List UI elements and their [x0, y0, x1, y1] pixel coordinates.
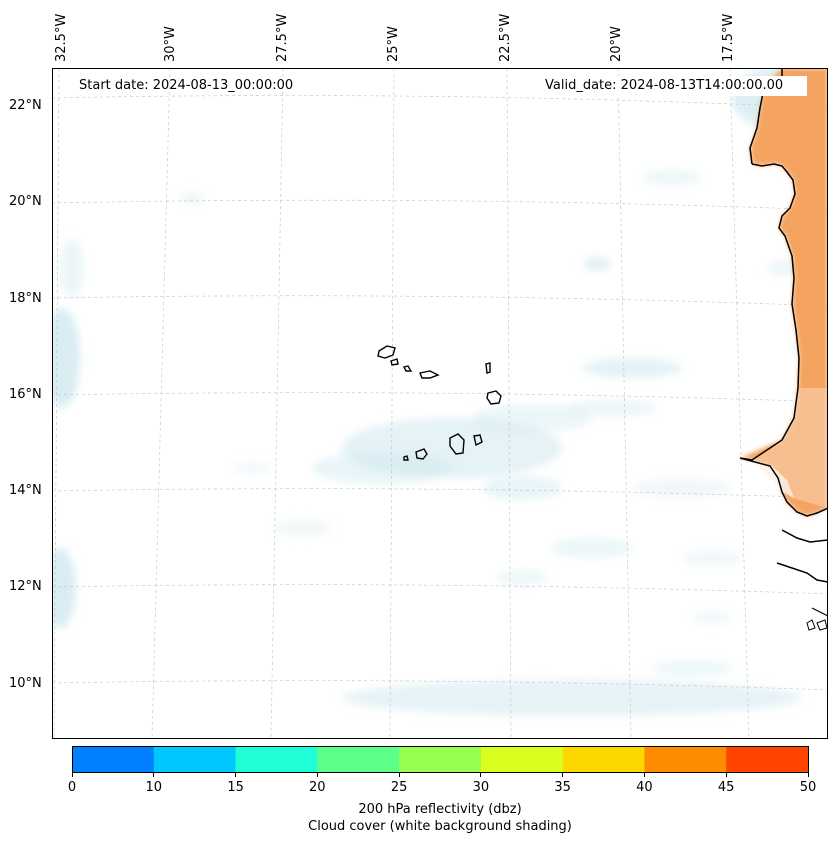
- lon-label-32-5w: 32.5°W: [54, 13, 69, 62]
- african-coastline: [739, 68, 828, 631]
- lat-label-16n: 16°N: [9, 387, 42, 402]
- colorbar-segment-6: [562, 746, 645, 773]
- lat-label-22n: 22°N: [9, 98, 42, 113]
- colorbar-tick-mark: [807, 773, 809, 777]
- colorbar-segment-0: [72, 746, 155, 773]
- colorbar-label: 200 hPa reflectivity (dbz): [358, 802, 522, 817]
- colorbar-tick-mark: [398, 773, 400, 777]
- colorbar-segment-5: [480, 746, 564, 773]
- colorbar-tick-label: 15: [227, 780, 244, 795]
- colorbar-tick-mark: [235, 773, 237, 777]
- colorbar-segment-8: [726, 746, 809, 773]
- date-annotations: [542, 76, 807, 96]
- colorbar-tick-mark: [316, 773, 318, 777]
- colorbar-tick-label: 10: [145, 780, 163, 795]
- colorbar-tick-label: 45: [717, 780, 735, 795]
- colorbar-tick-mark: [562, 773, 564, 777]
- colorbar-tick-mark: [480, 773, 482, 777]
- map-panel: [52, 68, 828, 739]
- lon-label-22-5w: 22.5°W: [498, 13, 513, 62]
- colorbar-segment-4: [399, 746, 482, 773]
- lat-label-14n: 14°N: [9, 483, 42, 498]
- lat-label-18n: 18°N: [9, 291, 42, 306]
- colorbar-tick-label: 30: [472, 780, 490, 795]
- cape-verde-islands: [377, 345, 502, 461]
- colorbar-sublabel: Cloud cover (white background shading): [308, 819, 572, 834]
- lat-label-12n: 12°N: [9, 579, 42, 594]
- colorbar-tick-label: 50: [799, 780, 817, 795]
- lon-label-17-5w: 17.5°W: [721, 13, 736, 62]
- lat-label-20n: 20°N: [9, 194, 42, 209]
- colorbar-tick-mark: [153, 773, 155, 777]
- colorbar-segment-2: [235, 746, 318, 773]
- colorbar-tick-mark: [725, 773, 727, 777]
- colorbar-segment-1: [153, 746, 237, 773]
- colorbar-tick-label: 35: [554, 780, 571, 795]
- graticule: [52, 68, 828, 739]
- colorbar-tick-mark: [643, 773, 645, 777]
- colorbar-segments: [72, 746, 809, 773]
- lon-label-30w: 30°W: [163, 26, 178, 62]
- valid-date-label: Valid_date: 2024-08-13T14:00:00.00: [545, 78, 784, 93]
- lat-label-10n: 10°N: [9, 676, 42, 691]
- colorbar-tick-label: 40: [636, 780, 653, 795]
- colorbar-tick-label: 20: [309, 780, 326, 795]
- colorbar-tick-mark: [71, 773, 73, 777]
- lon-label-25w: 25°W: [386, 26, 401, 62]
- colorbar: [72, 746, 809, 773]
- start-date-label: Start date: 2024-08-13_00:00:00: [79, 78, 294, 93]
- colorbar-tick-label: 0: [67, 780, 77, 795]
- colorbar-segment-3: [317, 746, 400, 773]
- lon-label-20w: 20°W: [609, 26, 624, 62]
- lon-label-27-5w: 27.5°W: [275, 13, 290, 62]
- colorbar-segment-7: [644, 746, 727, 773]
- colorbar-tick-label: 25: [390, 780, 408, 795]
